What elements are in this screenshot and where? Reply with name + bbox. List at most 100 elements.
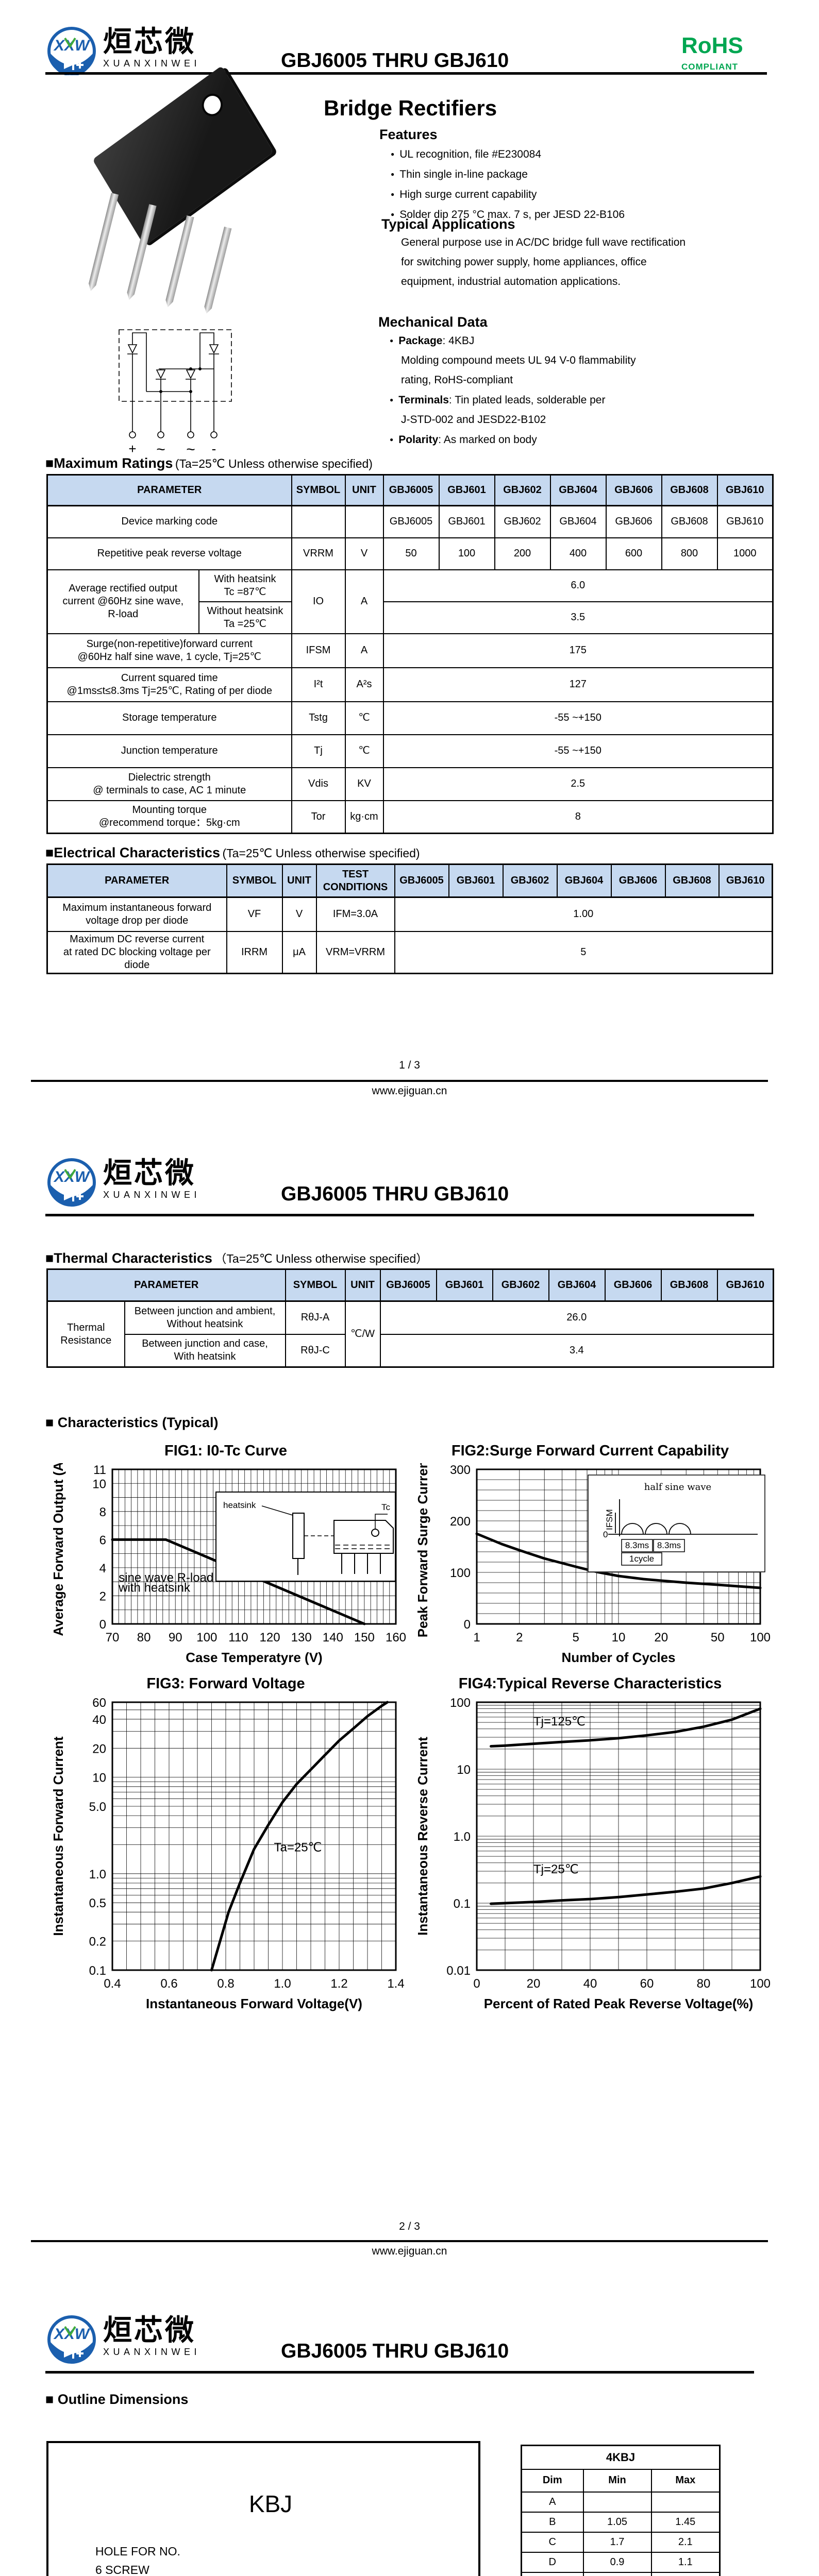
svg-text:0: 0 (99, 1618, 106, 1632)
svg-text:sine wave R-load: sine wave R-load (119, 1571, 213, 1585)
svg-text:150: 150 (354, 1631, 375, 1645)
bullet-icon: ● (391, 150, 395, 158)
svg-text:0: 0 (464, 1618, 471, 1632)
svg-text:100: 100 (196, 1631, 217, 1645)
header-rule (45, 1214, 754, 1216)
footer-rule (31, 1080, 768, 1082)
svg-text:0.2: 0.2 (89, 1935, 106, 1949)
applications-heading: Typical Applications (381, 216, 515, 232)
table-row: E7.37.7 (521, 2571, 721, 2576)
fig3-block: FIG3: Forward Voltage 0.4 0.6 0.8 1.0 1.2 1.4… (45, 1675, 406, 2018)
svg-text:80: 80 (697, 1977, 711, 1991)
max-ratings-table: PARAMETER SYMBOL UNIT GBJ6005 GBJ601 GBJ60… (46, 474, 774, 834)
hole-note: 6 SCREW (95, 2563, 149, 2576)
rohs-badge: RoHS (681, 33, 743, 58)
applications-text: General purpose use in AC/DC bridge full… (401, 233, 686, 292)
page-number: 2 / 3 (399, 2221, 420, 2232)
svg-text:1.0: 1.0 (89, 1868, 106, 1882)
heatsink-label: heatsink (223, 1500, 256, 1510)
mech-label: Terminals (398, 394, 449, 406)
svg-text:1: 1 (473, 1631, 480, 1645)
svg-text:20: 20 (527, 1977, 541, 1991)
max-ratings-heading: ■Maximum Ratings (Ta=25℃ Unless otherwis… (45, 455, 373, 471)
svg-text:2: 2 (516, 1631, 523, 1645)
tc-label: Tc (381, 1502, 391, 1512)
mechanical-heading: Mechanical Data (378, 314, 488, 330)
page-title: GBJ6005 THRU GBJ610 (281, 1183, 509, 1205)
page-title: GBJ6005 THRU GBJ610 (281, 49, 509, 72)
svg-text:Peak Forward Surge Current: Peak Forward Surge Current (415, 1463, 430, 1637)
fig1-title: FIG1: I0-Tc Curve (164, 1443, 287, 1459)
svg-text:80: 80 (137, 1631, 151, 1645)
fig1-block: FIG1: I0-Tc Curve 70 80 90 100 110 120 130 140 1… (45, 1443, 406, 1672)
header-rule (45, 72, 767, 75)
ifsm-label: IFSM (605, 1509, 614, 1530)
package-name: KBJ (249, 2490, 292, 2517)
zero-label: 0 (603, 1530, 608, 1539)
fig4-title: FIG4:Typical Reverse Characteristics (458, 1675, 722, 1692)
table-row: Device marking code GBJ6005 GBJ601 GBJ602 G… (46, 505, 774, 538)
feature-item: Thin single in-line package (399, 168, 528, 180)
svg-text:10: 10 (612, 1631, 626, 1645)
svg-text:0: 0 (473, 1977, 480, 1991)
brand-en: XUANXINWEI (103, 58, 201, 69)
product-photo (72, 65, 294, 301)
mechanical-list: ● Package: 4KBJ Molding compound meets UL… (390, 331, 636, 450)
svg-text:Number of Cycles: Number of Cycles (561, 1650, 675, 1665)
xxw-logo-icon: XXW (47, 2315, 96, 2364)
mech-label: Polarity (398, 434, 439, 446)
chip-lead (203, 227, 231, 315)
half-sine-label: half sine wave (644, 1482, 711, 1493)
svg-text:100: 100 (450, 1566, 471, 1580)
page-number: 1 / 3 (399, 1059, 420, 1071)
svg-text:0.1: 0.1 (89, 1964, 106, 1978)
table-row: A (521, 2491, 721, 2513)
product-heading: Bridge Rectifiers (324, 96, 497, 120)
table-row: 4KBJ (521, 2445, 721, 2470)
svg-text:10: 10 (92, 1477, 106, 1491)
terminal-label: ~ (156, 441, 165, 458)
svg-text:10: 10 (457, 1763, 471, 1777)
svg-text:130: 130 (291, 1631, 312, 1645)
fig4-block: FIG4:Typical Reverse Characteristics 0 20… (410, 1675, 771, 2018)
characteristics-heading: ■ Characteristics (Typical) (45, 1415, 219, 1430)
bullet-icon: ● (390, 337, 394, 344)
table-row: PARAMETER SYMBOL UNIT GBJ6005 GBJ601 GBJ60… (46, 1268, 774, 1302)
svg-text:0.1: 0.1 (454, 1897, 471, 1911)
svg-text:1.0: 1.0 (274, 1977, 291, 1991)
table-row: Thermal Resistance Between junction and … (46, 1300, 774, 1368)
svg-text:Case Temperatyre (V): Case Temperatyre (V) (186, 1650, 322, 1665)
bridge-schematic: + ~ ~ - (119, 329, 232, 458)
fig3-chart: 0.4 0.6 0.8 1.0 1.2 1.4 0.1 0.2 0.5 1.0 5.0 10 20 40 6… (51, 1696, 405, 2011)
footer-site: www.ejiguan.cn (372, 1085, 447, 1097)
table-row: Dim Min Max (521, 2468, 721, 2493)
mounting-hole-icon (198, 89, 227, 121)
table-row: Between junction and case, With heatsink… (47, 1333, 774, 1368)
bullet-icon: ● (391, 191, 395, 198)
mech-text: rating, RoHS-compliant (401, 374, 513, 386)
svg-text:8: 8 (99, 1505, 106, 1519)
table-row: Average rectified output current @60Hz s… (46, 569, 774, 634)
page-title: GBJ6005 THRU GBJ610 (281, 2340, 509, 2362)
svg-text:140: 140 (323, 1631, 343, 1645)
thermal-heading: ■Thermal Characteristics （Ta=25℃ Unless … (45, 1250, 428, 1266)
app-line: equipment, industrial automation applica… (401, 276, 621, 287)
svg-text:Percent of Rated Peak Reverse: Percent of Rated Peak Reverse Voltage(%) (484, 1996, 754, 2011)
bullet-icon: ● (390, 396, 394, 403)
svg-text:2: 2 (99, 1589, 106, 1603)
table-row: C 1.7 2.1 (521, 2531, 721, 2553)
svg-text:5.0: 5.0 (89, 1800, 106, 1814)
svg-text:XXW: XXW (53, 2326, 91, 2343)
svg-text:11: 11 (93, 1463, 106, 1477)
footer-rule (31, 2240, 768, 2242)
xxw-text: XXW (53, 37, 91, 54)
xxw-logo-icon: XXW (47, 27, 96, 75)
brand-logo: XXW 烜芯微 XUANXINWEI (45, 26, 201, 75)
features-list: ● UL recognition, file #E230084 ● Thin sin… (391, 144, 625, 225)
brand-logo: XXW 烜芯微 XUANXINWEI (45, 2315, 200, 2364)
feature-item: High surge current capability (399, 189, 537, 200)
table-row: Dielectric strength @ terminals to case,… (46, 767, 774, 801)
mech-label: Package (398, 335, 443, 347)
